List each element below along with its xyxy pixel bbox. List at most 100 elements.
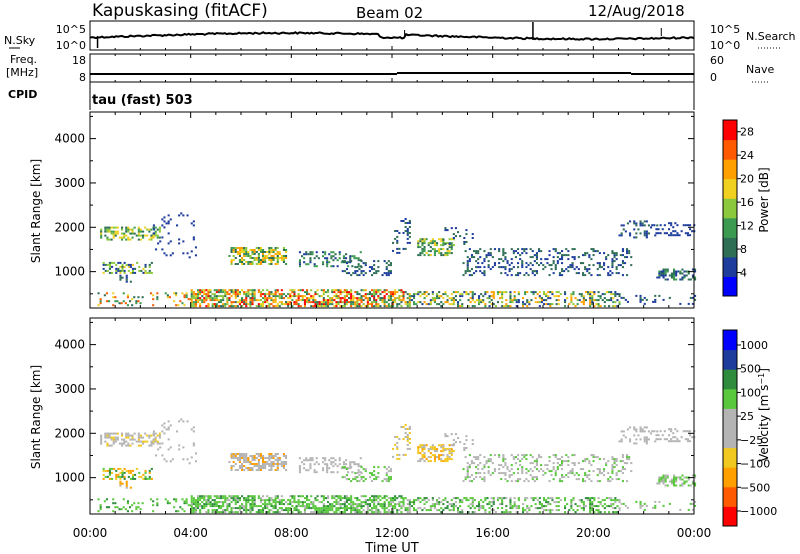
velocity-cell xyxy=(570,501,573,504)
velocity-cell xyxy=(523,454,526,457)
power-cell xyxy=(324,251,327,254)
power-cell xyxy=(152,298,155,301)
velocity-cell xyxy=(318,507,321,510)
power-cell xyxy=(274,291,277,294)
power-cell xyxy=(425,303,428,306)
velocity-cell xyxy=(338,459,341,462)
velocity-cell xyxy=(567,472,570,475)
power-cell xyxy=(106,230,109,233)
power-cell xyxy=(322,291,325,294)
power-cell xyxy=(313,263,316,266)
velocity-cell xyxy=(268,469,271,471)
power-cell xyxy=(404,222,407,224)
velocity-cell xyxy=(335,495,338,498)
velocity-cell xyxy=(483,472,486,475)
velocity-cell xyxy=(610,503,613,506)
power-cell xyxy=(664,272,667,275)
power-cell xyxy=(635,222,638,225)
power-cell xyxy=(358,297,361,300)
power-cell xyxy=(450,244,453,247)
power-cell xyxy=(169,254,172,257)
power-cell xyxy=(446,242,449,245)
velocity-cell xyxy=(185,500,188,503)
velocity-cell xyxy=(484,497,487,500)
power-cell xyxy=(691,230,694,233)
velocity-cell xyxy=(385,499,388,502)
power-cell xyxy=(357,259,360,262)
velocity-cell xyxy=(183,500,186,503)
power-cell xyxy=(293,303,296,306)
velocity-cell xyxy=(234,511,237,514)
power-cell xyxy=(685,274,688,277)
velocity-cell xyxy=(682,430,685,433)
power-cell xyxy=(654,234,657,237)
velocity-cell xyxy=(540,507,543,510)
velocity-cell xyxy=(119,480,122,483)
power-cell xyxy=(341,301,344,304)
power-cell xyxy=(289,289,292,292)
power-cell xyxy=(592,254,595,257)
velocity-cell xyxy=(413,501,416,504)
power-cell xyxy=(285,255,288,257)
velocity-cell xyxy=(549,503,552,506)
power-cell xyxy=(144,269,147,272)
velocity-cell xyxy=(274,499,277,502)
velocity-cell xyxy=(610,497,613,500)
velocity-cell xyxy=(643,508,646,511)
velocity-cell xyxy=(251,457,254,459)
velocity-cell xyxy=(327,511,330,514)
velocity-cell xyxy=(423,456,426,459)
velocity-cell xyxy=(404,428,407,430)
velocity-cell xyxy=(396,457,399,460)
velocity-cell xyxy=(536,499,539,502)
power-cell xyxy=(611,252,614,255)
power-cell xyxy=(173,300,176,303)
velocity-cell xyxy=(276,501,279,504)
velocity-cell xyxy=(125,432,128,435)
velocity-cell xyxy=(375,507,378,510)
velocity-cell xyxy=(660,476,663,479)
power-cell xyxy=(129,263,132,266)
velocity-cell xyxy=(598,472,601,475)
velocity-cell xyxy=(364,501,367,504)
velocity-cell xyxy=(446,454,449,457)
power-cell xyxy=(207,295,210,298)
velocity-cell xyxy=(356,511,359,514)
velocity-cell xyxy=(555,505,558,508)
power-cell xyxy=(272,299,275,302)
power-cell xyxy=(282,249,285,251)
velocity-cell xyxy=(270,505,273,508)
power-cell xyxy=(658,276,661,279)
power-cell xyxy=(510,248,513,251)
power-cell xyxy=(662,298,665,301)
velocity-cell xyxy=(521,454,524,457)
velocity-cell xyxy=(406,439,409,442)
power-cell xyxy=(639,232,642,235)
velocity-cell xyxy=(315,471,318,474)
velocity-cell xyxy=(274,453,277,455)
velocity-cell xyxy=(343,503,346,506)
colorbar-tick-label: −1000 xyxy=(740,505,777,518)
power-cell xyxy=(364,262,367,265)
power-cell xyxy=(492,303,495,306)
power-cell xyxy=(104,269,107,272)
power-cell xyxy=(205,305,208,308)
power-cell xyxy=(234,295,237,298)
power-cell xyxy=(110,226,113,229)
velocity-cell xyxy=(448,509,451,512)
velocity-cell xyxy=(299,511,302,514)
velocity-cell xyxy=(589,497,592,500)
velocity-cell xyxy=(573,462,576,465)
power-cell xyxy=(368,293,371,296)
power-cell xyxy=(436,297,439,300)
power-cell xyxy=(635,224,638,227)
power-cell xyxy=(597,303,600,306)
power-cell xyxy=(264,297,267,300)
power-cell xyxy=(249,297,252,300)
power-cell xyxy=(285,251,288,253)
power-cell xyxy=(349,261,352,264)
velocity-cell xyxy=(429,509,432,512)
power-cell xyxy=(115,269,118,272)
velocity-cell xyxy=(662,476,665,479)
power-cell xyxy=(152,228,155,231)
